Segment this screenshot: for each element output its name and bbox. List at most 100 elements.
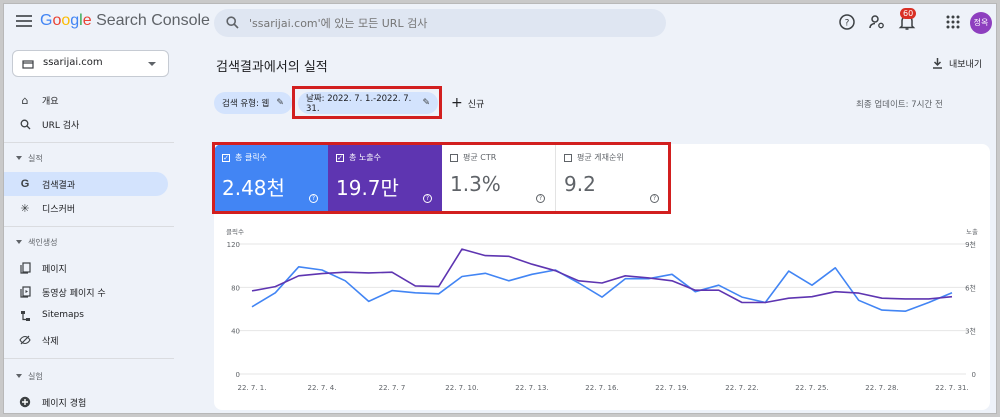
property-selector[interactable]: ssarijai.com [12, 50, 169, 77]
url-inspection-search[interactable] [214, 9, 666, 37]
x-tick-label: 22. 7. 4. [308, 384, 337, 392]
search-console-window: Google Search Console ? 60 정옥 ssarijai.c… [3, 3, 997, 414]
export-label: 내보내기 [949, 59, 983, 70]
help-circle-icon[interactable]: ? [536, 194, 545, 203]
search-input[interactable] [249, 13, 649, 33]
search-type-filter-chip[interactable]: 검색 유형: 웹 ✎ [214, 92, 292, 114]
sidebar-item-url-inspection[interactable]: URL 검사 [4, 112, 168, 136]
export-button[interactable]: 내보내기 [932, 54, 982, 72]
user-settings-icon[interactable] [868, 13, 886, 31]
date-filter-chip[interactable]: 날짜: 2022. 7. 1.-2022. 7. 31. ✎ [298, 92, 438, 114]
checkbox-unchecked-icon [450, 153, 458, 162]
sidebar-item-label: 페이지 경험 [42, 399, 87, 409]
x-tick-label: 22. 7. 16. [585, 384, 618, 392]
last-updated-text: 최종 업데이트: 7시간 전 [856, 100, 943, 110]
checkbox-unchecked-icon [564, 153, 572, 162]
sidebar-divider [4, 142, 174, 143]
help-icon[interactable]: ? [838, 13, 856, 31]
google-g-icon: G [20, 178, 30, 190]
plus-icon: + [451, 95, 463, 111]
checkbox-checked-icon: ✓ [222, 153, 230, 162]
collapse-caret-icon [16, 240, 22, 244]
left-tick-label: 120 [227, 241, 240, 249]
sidebar-divider [4, 358, 174, 359]
search-console-logo[interactable]: Google Search Console [40, 12, 210, 30]
metric-total-clicks[interactable]: ✓ 총 클릭수 2.48천 ? [214, 144, 328, 212]
left-tick-label: 80 [231, 284, 240, 292]
x-tick-label: 22. 7. 1. [238, 384, 267, 392]
collapse-caret-icon [16, 374, 22, 378]
sidebar-item-label: 페이지 [42, 265, 67, 275]
metric-total-impressions[interactable]: ✓ 총 노출수 19.7만 ? [328, 144, 442, 212]
dropdown-arrow-icon [148, 62, 156, 66]
add-filter-button[interactable]: + 신규 [451, 95, 484, 111]
page-title: 검색결과에서의 실적 [216, 60, 328, 75]
property-name: ssarijai.com [43, 57, 103, 68]
add-filter-label: 신규 [467, 99, 485, 110]
home-icon: ⌂ [21, 93, 29, 107]
hamburger-menu-icon[interactable] [16, 15, 32, 29]
performance-line-chart[interactable]: 120 80 40 0 9천 6천 3천 0 클릭수 노출 22. 7. 1. 22. 7. 4. 22… [214, 144, 990, 410]
sidebar-item-removals[interactable]: 삭제 [4, 328, 168, 352]
section-performance-header[interactable]: 실적 [4, 150, 168, 168]
metric-value: 1.3% [450, 172, 501, 196]
metric-value: 2.48천 [222, 176, 285, 200]
edit-pencil-icon: ✎ [422, 98, 430, 108]
logo-google-text: Google [40, 12, 92, 29]
left-tick-label: 0 [236, 371, 240, 379]
checkbox-checked-icon: ✓ [336, 153, 344, 162]
help-circle-icon[interactable]: ? [650, 194, 659, 203]
sidebar-item-search-results[interactable]: G 검색결과 [4, 172, 168, 196]
sidebar-item-label: 삭제 [42, 337, 59, 347]
performance-card: ✓ 총 클릭수 2.48천 ? ✓ 총 노출수 19.7만 ? 평균 CTR 1.3… [214, 144, 990, 410]
chip-label: 날짜: 2022. 7. 1.-2022. 7. 31. [306, 94, 412, 114]
sidebar-item-pages[interactable]: 페이지 [4, 256, 168, 280]
sidebar-item-label: 디스커버 [42, 205, 76, 215]
asterisk-icon: ✳ [20, 201, 30, 215]
x-tick-label: 22. 7. 10. [445, 384, 478, 392]
plus-circle-icon [18, 395, 32, 409]
sidebar: ssarijai.com ⌂ 개요 URL 검사 실적 G 검색결과 ✳ 디스커… [4, 42, 174, 413]
download-icon [933, 58, 942, 69]
sidebar-item-label: 검색결과 [42, 181, 76, 191]
sitemap-icon [18, 309, 32, 323]
sidebar-item-overview[interactable]: ⌂ 개요 [4, 88, 168, 112]
left-tick-label: 40 [231, 328, 240, 336]
section-experience-header[interactable]: 실험 [4, 368, 168, 386]
collapse-caret-icon [16, 156, 22, 160]
metric-label: 평균 게재순위 [577, 153, 624, 162]
right-tick-label: 0 [972, 371, 976, 379]
x-tick-label: 22. 7. 31. [935, 384, 968, 392]
section-label: 색인생성 [28, 238, 58, 247]
eye-off-icon [18, 333, 32, 347]
help-circle-icon[interactable]: ? [423, 194, 432, 203]
metric-label: 총 노출수 [349, 153, 381, 162]
section-label: 실험 [28, 372, 43, 381]
sidebar-item-video-pages[interactable]: 동영상 페이지 수 [4, 280, 168, 304]
top-app-bar: Google Search Console ? 60 정옥 [4, 4, 996, 42]
sidebar-item-label: URL 검사 [42, 121, 80, 131]
metric-label: 평균 CTR [463, 153, 497, 162]
x-tick-label: 22. 7. 22. [725, 384, 758, 392]
right-tick-label: 9천 [965, 240, 976, 249]
sidebar-item-page-experience[interactable]: 페이지 경험 [4, 390, 168, 413]
right-axis-label: 노출 [966, 227, 978, 236]
metric-average-ctr[interactable]: 평균 CTR 1.3% ? [442, 144, 556, 212]
account-avatar[interactable]: 정옥 [970, 12, 992, 34]
help-circle-icon[interactable]: ? [309, 194, 318, 203]
x-tick-label: 22. 7. 25. [795, 384, 828, 392]
sidebar-item-sitemaps[interactable]: Sitemaps [4, 304, 168, 328]
apps-grid-icon[interactable] [944, 13, 962, 31]
property-site-icon [22, 60, 34, 69]
sidebar-divider [4, 226, 174, 227]
section-indexing-header[interactable]: 색인생성 [4, 234, 168, 252]
sidebar-item-discover[interactable]: ✳ 디스커버 [4, 196, 168, 220]
metric-label: 총 클릭수 [235, 153, 267, 162]
section-label: 실적 [28, 154, 43, 163]
metric-value: 9.2 [564, 172, 596, 196]
notification-count-badge: 60 [900, 8, 917, 19]
metric-average-position[interactable]: 평균 게재순위 9.2 ? [556, 144, 670, 212]
search-icon [18, 117, 32, 131]
x-tick-label: 22. 7. 28. [865, 384, 898, 392]
edit-pencil-icon: ✎ [276, 98, 284, 108]
